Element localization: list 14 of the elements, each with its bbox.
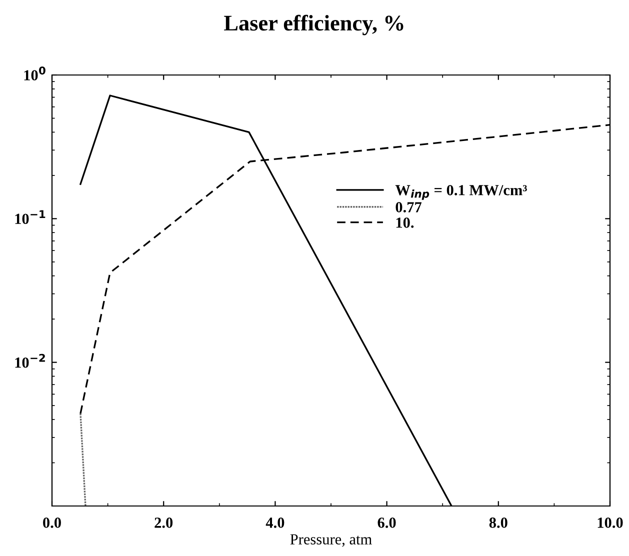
x-tick-label: 4.0 [266, 518, 284, 528]
x-tick-label: 0.0 [43, 518, 61, 528]
x-axis-title: Pressure, atm [290, 534, 372, 547]
x-tick-label: 6.0 [378, 518, 396, 528]
x-tick-label: 8.0 [489, 518, 508, 528]
y-tick-label: 10$^{−1}$ [15, 210, 46, 224]
y-tick-label: 10$^{−2}$ [15, 354, 45, 368]
legend-label: W$_{inp}$ = 0.1 MW/cm³ [395, 185, 527, 200]
chart-title: Laser efficiency, % [224, 14, 404, 36]
x-tick-label: 10.0 [598, 518, 623, 528]
y-tick-label: 10$^{0}$ [24, 66, 46, 80]
legend-label: 0.77 [396, 202, 422, 212]
legend-label: 10. [396, 218, 414, 228]
x-tick-label: 2.0 [154, 518, 173, 528]
